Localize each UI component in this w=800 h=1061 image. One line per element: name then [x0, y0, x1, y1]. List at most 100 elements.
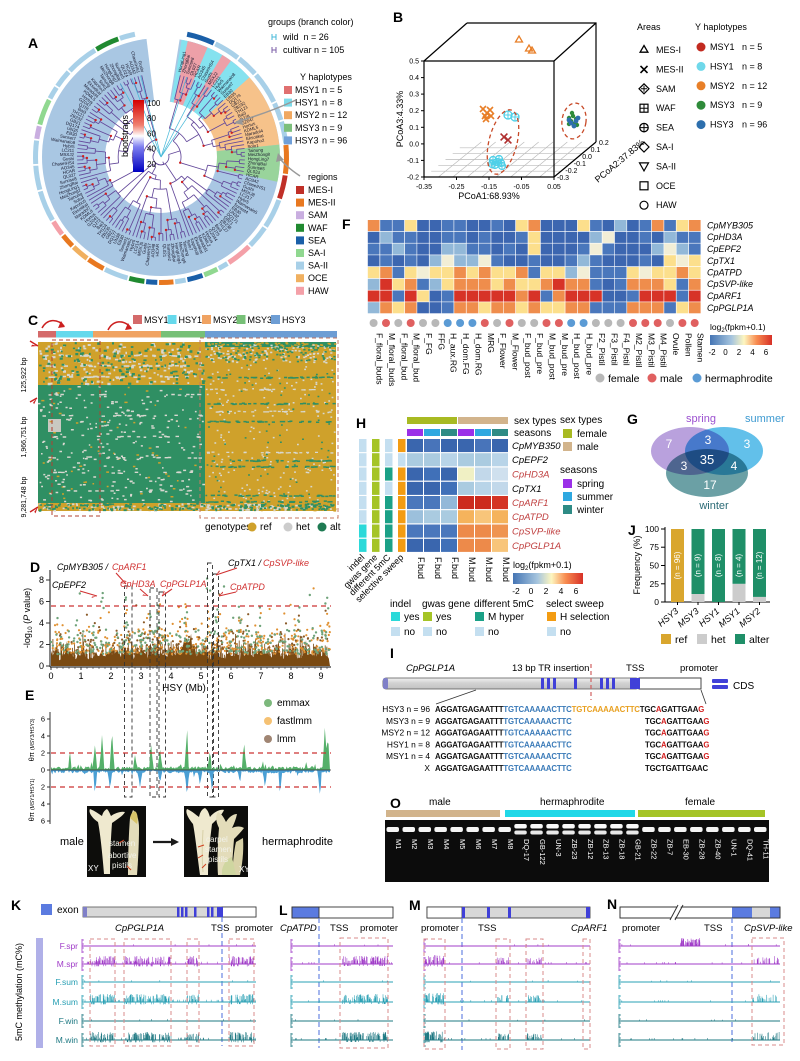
- svg-text:promoter: promoter: [622, 923, 660, 934]
- svg-text:QJ78: QJ78: [78, 102, 90, 112]
- svg-text:0: 0: [654, 597, 659, 607]
- svg-text:2: 2: [41, 783, 45, 792]
- svg-text:CpHD3A: CpHD3A: [512, 470, 550, 481]
- svg-text:promoter: promoter: [680, 663, 718, 674]
- svg-text:F.bud: F.bud: [416, 557, 426, 579]
- svg-text:n = 12: n = 12: [322, 110, 347, 120]
- svg-text:seasons: seasons: [514, 428, 551, 439]
- svg-text:log2(fpkm+0.1): log2(fpkm+0.1): [513, 560, 572, 572]
- svg-text:summer: summer: [577, 492, 614, 503]
- svg-text:6: 6: [39, 597, 44, 607]
- svg-text:XY: XY: [88, 864, 99, 873]
- svg-text:MSXJ2: MSXJ2: [60, 152, 75, 157]
- svg-text:MeiZhong5: MeiZhong5: [178, 241, 188, 264]
- svg-text:ChaseIHS4: ChaseIHS4: [52, 160, 75, 167]
- svg-text:17: 17: [703, 478, 717, 492]
- svg-text:ZhongBai: ZhongBai: [248, 160, 267, 167]
- svg-text:Bai3: Bai3: [214, 223, 224, 233]
- svg-text:0: 0: [39, 661, 44, 671]
- svg-text:DQ-17: DQ-17: [522, 839, 531, 861]
- svg-text:0: 0: [723, 348, 728, 357]
- svg-text:WAF: WAF: [308, 223, 328, 233]
- svg-text:AGGATGAGAATTTTGTCAAAAACTTCTGTC: AGGATGAGAATTTTGTCAAAAACTTCTGTCAAAAACTTCT…: [435, 705, 704, 714]
- svg-text:Hortus: Hortus: [242, 121, 257, 130]
- svg-text:Kapoho2: Kapoho2: [247, 138, 266, 146]
- svg-text:SEA: SEA: [308, 235, 326, 245]
- svg-text:ZB-7: ZB-7: [666, 839, 675, 855]
- svg-text:F: F: [342, 216, 351, 232]
- svg-text:Pollen: Pollen: [683, 333, 693, 357]
- svg-text:promoter: promoter: [360, 923, 398, 934]
- svg-text:H_bud_post: H_bud_post: [572, 333, 582, 379]
- svg-text:B: B: [393, 9, 403, 25]
- svg-text:lmm: lmm: [277, 734, 296, 745]
- svg-text:HAW: HAW: [656, 200, 677, 210]
- svg-text:QL024: QL024: [247, 168, 261, 175]
- svg-text:125,922 bp: 125,922 bp: [21, 357, 28, 392]
- svg-text:QL027: QL027: [62, 172, 77, 180]
- svg-text:TSS: TSS: [478, 923, 496, 934]
- svg-text:CpSVP-like: CpSVP-like: [512, 527, 561, 538]
- svg-text:4: 4: [168, 671, 173, 681]
- svg-text:AO342: AO342: [128, 60, 137, 75]
- svg-text:-0.2: -0.2: [565, 168, 577, 175]
- svg-text:AO348: AO348: [150, 243, 156, 258]
- svg-text:0: 0: [529, 586, 534, 596]
- svg-text:SAM: SAM: [308, 210, 328, 220]
- svg-text:CpATPD: CpATPD: [707, 268, 742, 278]
- svg-text:indel: indel: [390, 599, 411, 610]
- svg-text:CpSVP-like: CpSVP-like: [263, 558, 309, 568]
- svg-text:spring: spring: [577, 479, 604, 490]
- svg-text:DQ-41: DQ-41: [746, 839, 755, 861]
- svg-text:MSY3 n = 9: MSY3 n = 9: [386, 716, 430, 726]
- svg-text:AGGATGAGAATTTTGTCAAAAACTTC: AGGATGAGAATTTTGTCAAAAACTTC: [435, 729, 572, 738]
- svg-text:CpARF1: CpARF1: [112, 562, 147, 572]
- svg-text:1: 1: [78, 671, 83, 681]
- svg-text:Kapoho8: Kapoho8: [189, 238, 200, 257]
- svg-text:LC211: LC211: [210, 75, 222, 89]
- svg-text:M.win: M.win: [56, 1035, 78, 1045]
- svg-text:TGCAGATTGAAG: TGCAGATTGAAG: [645, 729, 709, 738]
- svg-text:LC211: LC211: [61, 148, 74, 154]
- svg-text:Solo1: Solo1: [98, 79, 109, 91]
- svg-text:CpHD3A: CpHD3A: [707, 232, 743, 242]
- svg-text:0: 0: [41, 766, 45, 775]
- svg-text:M.bud: M.bud: [467, 557, 477, 582]
- svg-text:G: G: [627, 411, 638, 427]
- svg-text:-0.1: -0.1: [574, 161, 586, 168]
- svg-text:alter: alter: [749, 634, 770, 646]
- svg-text:8: 8: [39, 575, 44, 585]
- svg-text:-2: -2: [708, 348, 716, 357]
- svg-text:H_dom.FG: H_dom.FG: [461, 333, 471, 375]
- svg-text:Bai3: Bai3: [77, 106, 88, 115]
- svg-text:GZ047: GZ047: [240, 116, 255, 126]
- svg-text:GB21: GB21: [104, 227, 115, 240]
- svg-text:TSS: TSS: [626, 663, 644, 674]
- svg-text:Hybr5: Hybr5: [63, 143, 76, 149]
- svg-text:4: 4: [39, 618, 44, 628]
- svg-text:SAM: SAM: [656, 84, 676, 94]
- svg-text:DQ174: DQ174: [65, 121, 80, 130]
- svg-text:Sunrise5: Sunrise5: [247, 164, 265, 171]
- svg-text:ZB-22: ZB-22: [650, 839, 659, 859]
- svg-text:0.5: 0.5: [409, 59, 419, 66]
- svg-text:2: 2: [544, 586, 549, 596]
- svg-text:MSY3: MSY3: [295, 123, 320, 133]
- svg-text:stamen: stamen: [205, 845, 231, 854]
- svg-text:M.bud: M.bud: [501, 557, 511, 582]
- svg-text:MSY3: MSY3: [248, 315, 273, 325]
- svg-text:4: 4: [41, 732, 45, 741]
- svg-text:F_Flower: F_Flower: [498, 333, 508, 369]
- svg-text:9,281,748 bp: 9,281,748 bp: [21, 476, 28, 517]
- svg-text:sex types: sex types: [514, 416, 556, 427]
- svg-text:het: het: [711, 634, 726, 646]
- svg-text:-0.05: -0.05: [514, 184, 530, 191]
- svg-text:5: 5: [198, 671, 203, 681]
- svg-text:TSS: TSS: [211, 923, 229, 934]
- svg-text:DQ177: DQ177: [107, 230, 119, 245]
- svg-text:WAF: WAF: [656, 103, 676, 113]
- svg-text:CpARF1: CpARF1: [512, 498, 548, 509]
- svg-text:0.1: 0.1: [409, 125, 419, 132]
- svg-text:6: 6: [41, 817, 45, 826]
- svg-text:F.bud: F.bud: [433, 557, 443, 579]
